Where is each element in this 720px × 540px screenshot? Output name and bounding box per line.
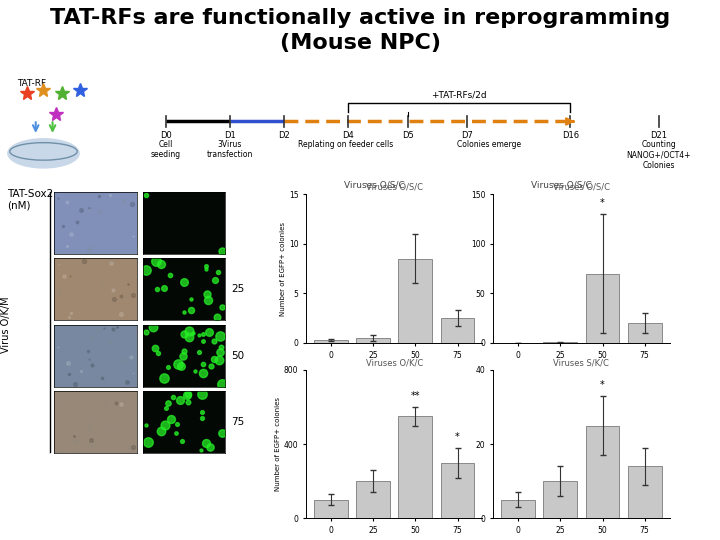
Bar <box>356 481 390 518</box>
Bar <box>585 274 619 343</box>
Text: D4: D4 <box>343 131 354 140</box>
Text: TAT-RFs are functionally active in reprogramming
(Mouse NPC): TAT-RFs are functionally active in repro… <box>50 8 670 53</box>
Bar <box>585 426 619 518</box>
Text: Viruses O/S/C: Viruses O/S/C <box>531 181 592 190</box>
Text: TAT-KH: TAT-KH <box>310 369 336 379</box>
Text: TAT-RF: TAT-RF <box>17 78 47 87</box>
Bar <box>314 340 348 343</box>
Text: 25: 25 <box>231 284 244 294</box>
Text: 3Virus
transfection: 3Virus transfection <box>207 140 253 159</box>
Text: Viruses O/K/C: Viruses O/K/C <box>366 358 423 367</box>
Bar <box>544 481 577 518</box>
Bar <box>398 416 432 518</box>
Text: Viruses O/S/C: Viruses O/S/C <box>366 183 423 192</box>
Bar <box>314 500 348 518</box>
Text: Counting
NANOG+/OCT4+
Colonies: Counting NANOG+/OCT4+ Colonies <box>626 140 691 170</box>
Text: Viruses S/K/C: Viruses S/K/C <box>554 358 609 367</box>
Bar <box>398 259 432 343</box>
Text: *: * <box>600 380 605 390</box>
Text: D1: D1 <box>224 131 236 140</box>
Bar <box>356 338 390 343</box>
Bar <box>441 318 474 343</box>
Bar <box>501 500 535 518</box>
Text: 50: 50 <box>231 350 244 361</box>
Text: *: * <box>455 432 460 442</box>
Text: Virus O/K/M: Virus O/K/M <box>1 296 11 353</box>
Text: (nM): (nM) <box>461 369 479 379</box>
Y-axis label: Number of EGFP+ colonies: Number of EGFP+ colonies <box>275 397 281 491</box>
Ellipse shape <box>8 139 79 168</box>
Text: *: * <box>600 198 605 208</box>
Text: Colonies emerge: Colonies emerge <box>456 140 521 149</box>
Text: Cell
seeding: Cell seeding <box>151 140 181 159</box>
Text: **: ** <box>410 391 420 401</box>
Text: D0: D0 <box>160 131 172 140</box>
Bar <box>628 323 662 343</box>
Text: D5: D5 <box>402 131 413 140</box>
Text: TAT-c-MYC: TAT-c-MYC <box>497 369 535 379</box>
Bar <box>628 467 662 518</box>
Text: D2: D2 <box>279 131 290 140</box>
Text: Viruses O/S/C: Viruses O/S/C <box>344 181 405 190</box>
Text: TAT-Sox2
(nM): TAT-Sox2 (nM) <box>7 189 53 211</box>
Text: (nM): (nM) <box>648 369 666 379</box>
Text: D16: D16 <box>562 131 579 140</box>
Text: Viruses O/S/C: Viruses O/S/C <box>553 183 610 192</box>
Text: Replating on feeder cells: Replating on feeder cells <box>298 140 394 149</box>
Text: D7: D7 <box>461 131 472 140</box>
Y-axis label: Number of EGFP+ colonies: Number of EGFP+ colonies <box>280 221 286 316</box>
Text: 75: 75 <box>231 417 244 427</box>
Text: +TAT-RFs/2d: +TAT-RFs/2d <box>431 91 487 99</box>
Text: D21: D21 <box>650 131 667 140</box>
Bar <box>441 463 474 518</box>
